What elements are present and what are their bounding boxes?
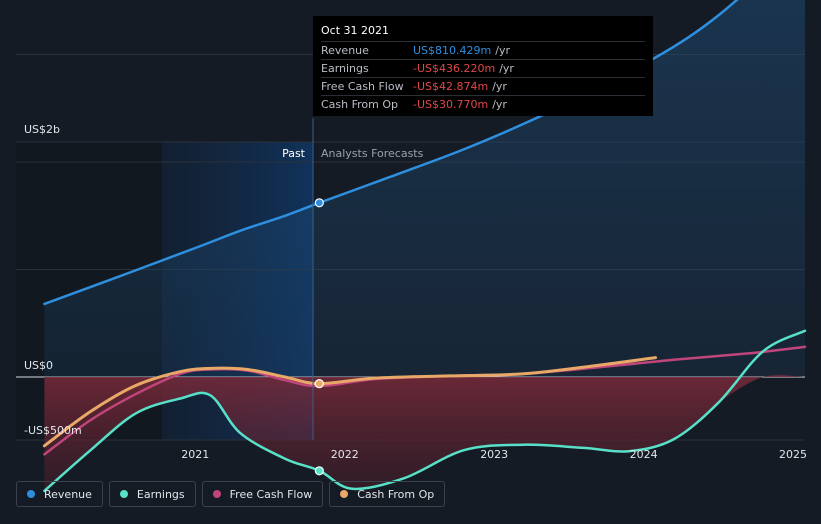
y-tick-label: US$2b — [24, 123, 60, 136]
tooltip-value: -US$42.874m — [413, 80, 489, 93]
cash-from-op-line — [42, 356, 658, 448]
tooltip-row-earnings: Earnings -US$436.220m /yr — [321, 59, 645, 77]
tooltip-row-revenue: Revenue US$810.429m /yr — [321, 41, 645, 59]
tooltip-date: Oct 31 2021 — [321, 24, 390, 37]
tooltip-label: Cash From Op — [321, 98, 399, 111]
x-tick-label: 2025 — [779, 448, 807, 461]
free-cash-flow-line — [43, 345, 807, 456]
y-tick-label: -US$500m — [24, 424, 82, 437]
tooltip-row-free-cash-flow: Free Cash Flow -US$42.874m /yr — [321, 77, 645, 95]
tooltip-label: Free Cash Flow — [321, 80, 404, 93]
tooltip-unit: /yr — [492, 98, 507, 111]
legend-label: Revenue — [44, 487, 92, 501]
legend-label: Earnings — [136, 487, 185, 501]
tooltip-unit: /yr — [499, 62, 514, 75]
tooltip-value: US$810.429m — [413, 44, 492, 57]
y-tick-label: US$0 — [24, 359, 53, 372]
tooltip-label: Revenue — [321, 44, 369, 57]
x-tick-label: 2022 — [331, 448, 359, 461]
revenue-line — [43, 0, 739, 306]
x-tick-label: 2023 — [480, 448, 508, 461]
legend-label: Free Cash Flow — [229, 487, 313, 501]
tooltip-value: -US$30.770m — [413, 98, 489, 111]
legend-item-free-cash-flow[interactable]: Free Cash Flow — [201, 481, 324, 507]
earnings-negative-area — [44, 375, 805, 491]
x-tick-label: 2024 — [630, 448, 658, 461]
legend-item-earnings[interactable]: Earnings — [108, 481, 196, 507]
tooltip-row-cash-from-op: Cash From Op -US$30.770m /yr — [321, 95, 645, 113]
revenue-marker — [314, 198, 324, 208]
past-label: Past — [282, 147, 306, 160]
earnings-marker — [314, 466, 324, 476]
revenue-dot-icon — [27, 490, 35, 498]
tooltip: Oct 31 2021 Revenue US$810.429m /yr Earn… — [313, 16, 653, 116]
cash-from-op-marker — [314, 379, 324, 389]
tooltip-value: -US$436.220m — [413, 62, 496, 75]
earnings-dot-icon — [119, 490, 128, 498]
tooltip-label: Earnings — [321, 62, 369, 75]
free-cash-flow-dot-icon — [212, 490, 221, 498]
tooltip-unit: /yr — [495, 44, 510, 57]
cash-from-op-dot-icon — [340, 490, 349, 498]
legend-item-cash-from-op[interactable]: Cash From Op — [329, 481, 446, 507]
forecast-label: Analysts Forecasts — [321, 147, 424, 160]
legend: Revenue Earnings Free Cash Flow Cash Fro… — [16, 481, 446, 507]
x-tick-label: 2021 — [181, 448, 209, 461]
legend-label: Cash From Op — [357, 487, 435, 501]
tooltip-unit: /yr — [492, 80, 507, 93]
earnings-line — [43, 329, 807, 493]
legend-item-revenue[interactable]: Revenue — [16, 481, 103, 507]
